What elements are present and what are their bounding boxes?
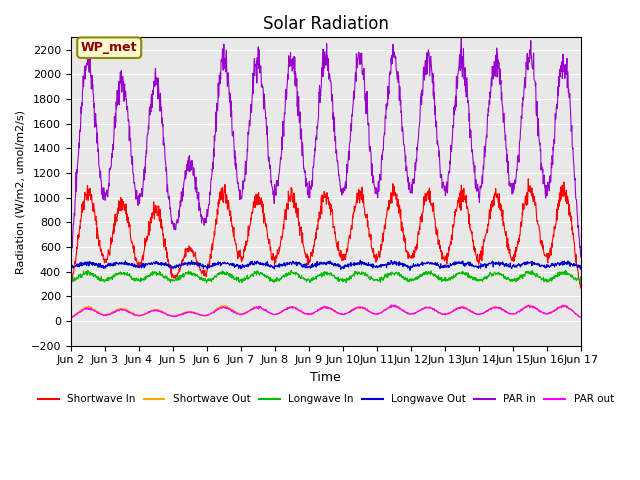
X-axis label: Time: Time xyxy=(310,371,341,384)
Text: WP_met: WP_met xyxy=(81,41,138,54)
Y-axis label: Radiation (W/m2, umol/m2/s): Radiation (W/m2, umol/m2/s) xyxy=(15,109,25,274)
Legend: Shortwave In, Shortwave Out, Longwave In, Longwave Out, PAR in, PAR out: Shortwave In, Shortwave Out, Longwave In… xyxy=(33,390,618,408)
Title: Solar Radiation: Solar Radiation xyxy=(263,15,388,33)
